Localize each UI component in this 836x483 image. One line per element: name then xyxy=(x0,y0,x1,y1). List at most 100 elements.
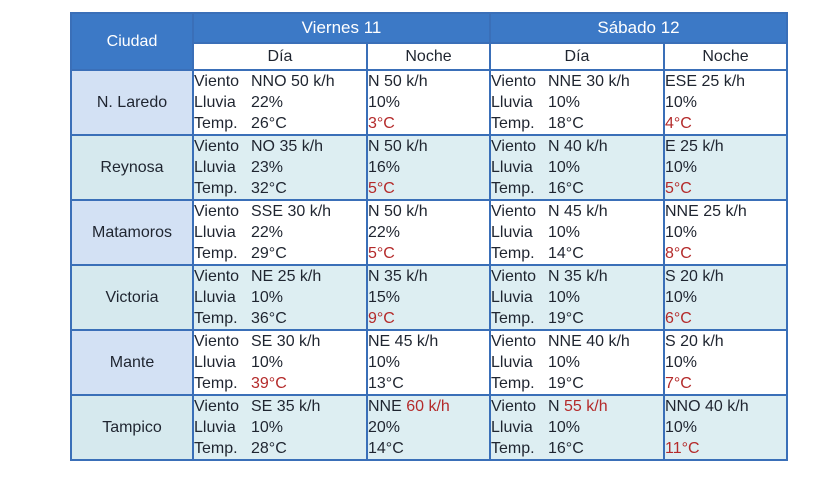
temp-value: 5°C xyxy=(368,245,395,262)
temp-value: 19°C xyxy=(548,375,584,392)
wind-value: NO 35 k/h xyxy=(251,138,324,155)
subheader-saturday-day: Día xyxy=(489,42,665,71)
subheader-saturday-night: Noche xyxy=(663,42,788,71)
wind-value: S 20 k/h xyxy=(665,333,724,350)
forecast-cell: Viento N 35 k/h Lluvia 10% Temp. 19°C xyxy=(489,264,665,331)
rain-value: 10% xyxy=(548,94,581,111)
forecast-cell: ESE 25 k/h 10% 4°C xyxy=(663,69,788,136)
rain-value: 10% xyxy=(548,419,581,436)
rain-value: 10% xyxy=(251,289,284,306)
temp-value: 5°C xyxy=(368,180,395,197)
city-name: N. Laredo xyxy=(70,69,194,136)
forecast-cell: NNE 25 k/h 10% 8°C xyxy=(663,199,788,266)
forecast-cell: N 35 k/h 15% 9°C xyxy=(366,264,491,331)
wind-value: NE 45 k/h xyxy=(368,333,439,350)
rain-value: 10% xyxy=(665,354,698,371)
weather-forecast-table: Ciudad Viernes 11 Sábado 12 Día Noche Dí… xyxy=(70,12,788,461)
wind-value: NNE 40 k/h xyxy=(548,333,630,350)
rain-value: 22% xyxy=(251,224,284,241)
rain-value: 10% xyxy=(548,354,581,371)
wind-value: NE 25 k/h xyxy=(251,268,322,285)
wind-value: N 40 k/h xyxy=(548,138,608,155)
header-day-friday: Viernes 11 xyxy=(192,12,491,44)
header-day-saturday: Sábado 12 xyxy=(489,12,788,44)
forecast-cell: Viento NO 35 k/h Lluvia 23% Temp. 32°C xyxy=(192,134,368,201)
forecast-cell: Viento SE 30 k/h Lluvia 10% Temp. 39°C xyxy=(192,329,368,396)
wind-speed: 60 k/h xyxy=(406,398,450,415)
wind-value: N 50 k/h xyxy=(368,138,428,155)
subheader-friday-night: Noche xyxy=(366,42,491,71)
forecast-cell: Viento NNE 40 k/h Lluvia 10% Temp. 19°C xyxy=(489,329,665,396)
wind-value: NNE 30 k/h xyxy=(548,73,630,90)
wind-value: N 45 k/h xyxy=(548,203,608,220)
temp-value: 11°C xyxy=(665,440,700,457)
wind-value: E 25 k/h xyxy=(665,138,724,155)
rain-value: 15% xyxy=(368,289,401,306)
city-name: Reynosa xyxy=(70,134,194,201)
temp-value: 29°C xyxy=(251,245,287,262)
rain-value: 10% xyxy=(665,419,698,436)
forecast-cell: NNO 40 k/h 10% 11°C xyxy=(663,394,788,461)
forecast-cell: S 20 k/h 10% 6°C xyxy=(663,264,788,331)
wind-value: NNO 50 k/h xyxy=(251,73,335,90)
table-row: Mante Viento SE 30 k/h Lluvia 10% Temp. 39°… xyxy=(70,329,788,396)
forecast-cell: Viento N 40 k/h Lluvia 10% Temp. 16°C xyxy=(489,134,665,201)
city-name: Victoria xyxy=(70,264,194,331)
forecast-cell: S 20 k/h 10% 7°C xyxy=(663,329,788,396)
wind-value: SE 35 k/h xyxy=(251,398,321,415)
temp-value: 6°C xyxy=(665,310,692,327)
wind-direction: NNE xyxy=(368,398,402,415)
temp-value: 8°C xyxy=(665,245,692,262)
forecast-cell: Viento N 55 k/h Lluvia 10% Temp. 16°C xyxy=(489,394,665,461)
wind-value: N 50 k/h xyxy=(368,73,428,90)
wind-value: N 35 k/h xyxy=(368,268,428,285)
table-row: Tampico Viento SE 35 k/h Lluvia 10% Temp. 2… xyxy=(70,394,788,461)
temp-value: 5°C xyxy=(665,180,692,197)
temp-value: 16°C xyxy=(548,440,584,457)
rain-value: 10% xyxy=(548,224,581,241)
rain-value: 10% xyxy=(665,289,698,306)
rain-value: 20% xyxy=(368,419,401,436)
city-name: Mante xyxy=(70,329,194,396)
rain-value: 22% xyxy=(368,224,401,241)
wind-value: ESE 25 k/h xyxy=(665,73,746,90)
rain-value: 22% xyxy=(251,94,284,111)
temp-value: 39°C xyxy=(251,375,287,392)
forecast-cell: NE 45 k/h 10% 13°C xyxy=(366,329,491,396)
wind-value: N 35 k/h xyxy=(548,268,608,285)
wind-value: S 20 k/h xyxy=(665,268,724,285)
forecast-cell: Viento NNE 30 k/h Lluvia 10% Temp. 18°C xyxy=(489,69,665,136)
temp-value: 32°C xyxy=(251,180,287,197)
header-city: Ciudad xyxy=(70,12,194,71)
rain-value: 10% xyxy=(548,159,581,176)
forecast-cell: NNE 60 k/h 20% 14°C xyxy=(366,394,491,461)
temp-value: 13°C xyxy=(368,375,404,392)
subheader-friday-day: Día xyxy=(192,42,368,71)
forecast-cell: Viento SSE 30 k/h Lluvia 22% Temp. 29°C xyxy=(192,199,368,266)
rain-value: 10% xyxy=(665,94,698,111)
city-name: Tampico xyxy=(70,394,194,461)
temp-value: 16°C xyxy=(548,180,584,197)
table-row: Victoria Viento NE 25 k/h Lluvia 10% Temp.… xyxy=(70,264,788,331)
table-row: Matamoros Viento SSE 30 k/h Lluvia 22% Tem… xyxy=(70,199,788,266)
wind-speed: 55 k/h xyxy=(564,398,608,415)
temp-value: 26°C xyxy=(251,115,287,132)
rain-value: 10% xyxy=(251,354,284,371)
temp-value: 14°C xyxy=(368,440,404,457)
temp-value: 19°C xyxy=(548,310,584,327)
temp-value: 18°C xyxy=(548,115,584,132)
temp-value: 14°C xyxy=(548,245,584,262)
temp-value: 7°C xyxy=(665,375,692,392)
temp-value: 3°C xyxy=(368,115,395,132)
temp-value: 9°C xyxy=(368,310,395,327)
forecast-cell: N 50 k/h 16% 5°C xyxy=(366,134,491,201)
rain-value: 23% xyxy=(251,159,284,176)
wind-value: NNO 40 k/h xyxy=(665,398,749,415)
forecast-cell: E 25 k/h 10% 5°C xyxy=(663,134,788,201)
wind-value: NNE 25 k/h xyxy=(665,203,747,220)
rain-value: 16% xyxy=(368,159,401,176)
forecast-cell: Viento NNO 50 k/h Lluvia 22% Temp. 26°C xyxy=(192,69,368,136)
temp-value: 36°C xyxy=(251,310,287,327)
rain-value: 10% xyxy=(251,419,284,436)
rain-value: 10% xyxy=(368,94,401,111)
